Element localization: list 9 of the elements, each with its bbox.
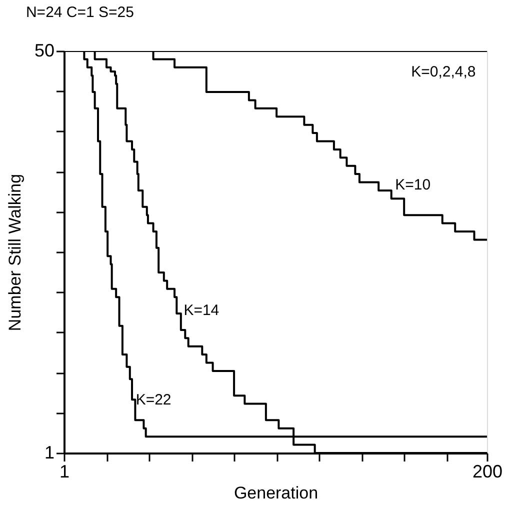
annotation: K=22 [136,391,172,408]
y-axis-title: Number Still Walking [5,174,24,332]
chart-title: N=24 C=1 S=25 [26,4,134,21]
annotation: K=10 [395,176,431,194]
annotation: K=14 [184,302,220,320]
y-tick-label: 50 [34,40,54,60]
x-tick-label: 200 [472,462,503,482]
x-axis-title: Generation [234,484,318,502]
annotation: K=0,2,4,8 [411,63,476,80]
